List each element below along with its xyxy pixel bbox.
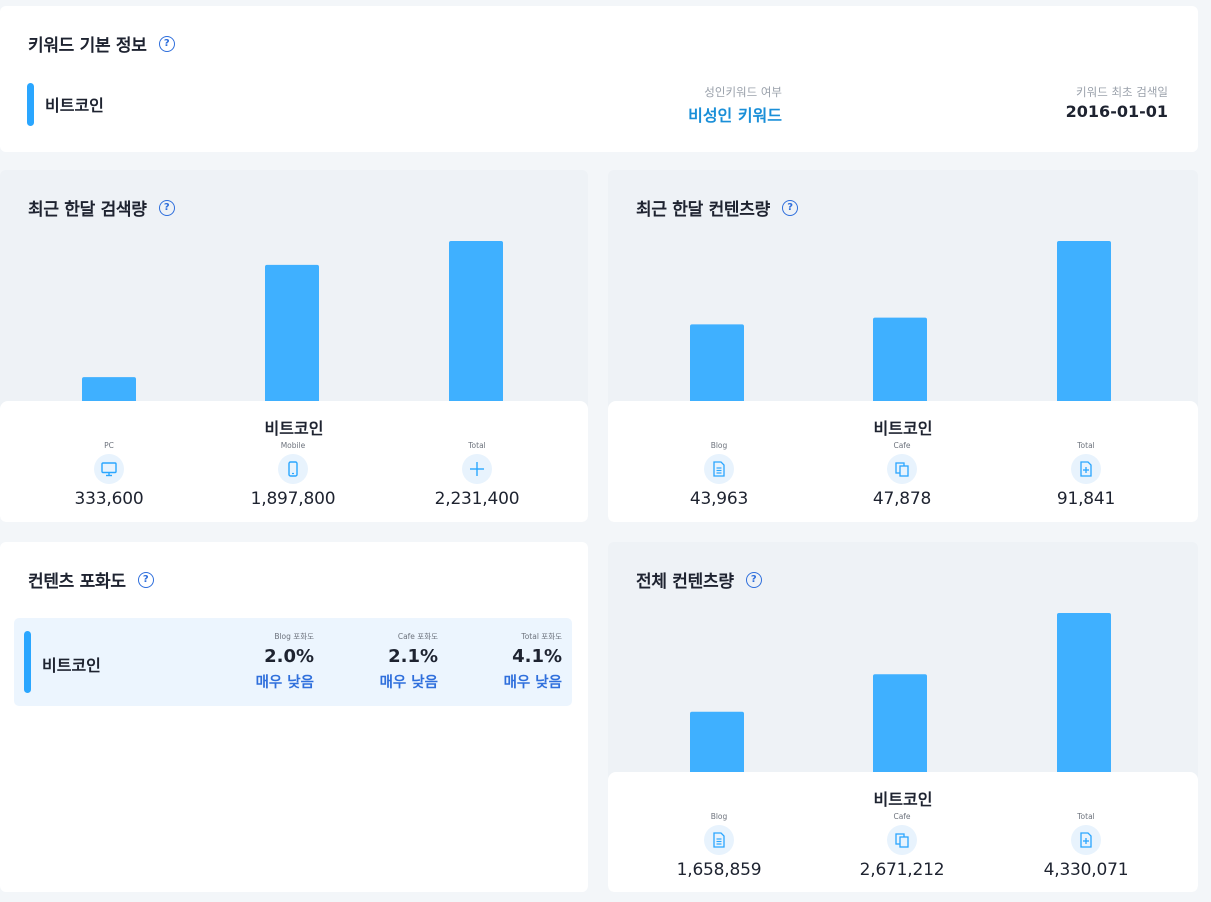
stat-label: PC <box>104 441 114 450</box>
total-content-bar-chart <box>690 613 1111 774</box>
card-title-text: 키워드 기본 정보 <box>28 36 147 56</box>
keyword-name: 비트코인 <box>45 96 104 115</box>
saturation-label: Total 포화도 <box>521 632 562 641</box>
saturation-blog: Blog 포화도 2.0% 매우 낮음 <box>194 631 314 692</box>
help-icon[interactable]: ? <box>745 571 762 588</box>
bar-total <box>1057 241 1111 402</box>
stat-label: Cafe <box>893 812 911 821</box>
stat-blog: Blog 43,963 <box>639 441 799 509</box>
bar-mobile <box>265 264 319 402</box>
saturation-level: 매우 낮음 <box>379 675 438 691</box>
stat-total: Total 4,330,071 <box>1006 812 1166 880</box>
saturation-level: 매우 낮음 <box>255 675 314 691</box>
total-content-stats: 비트코인 Blog 1,658,859 Cafe 2,671,212 Total… <box>608 772 1198 892</box>
bar-blog <box>690 711 744 774</box>
stat-label: Total <box>1077 812 1095 821</box>
bar-cafe <box>873 317 927 402</box>
saturation-label: Blog 포화도 <box>274 632 314 641</box>
stat-blog: Blog 1,658,859 <box>639 812 799 880</box>
bar-blog <box>690 324 744 402</box>
keyword-basic-info-title: 키워드 기본 정보 ? <box>28 31 175 56</box>
adult-keyword-label: 성인키워드 여부 <box>704 85 782 99</box>
plus-icon <box>462 454 492 484</box>
card-title-text: 전체 컨텐츠량 <box>636 572 734 592</box>
monthly-search-chart <box>0 170 588 402</box>
total-content-chart <box>608 542 1198 774</box>
keyword-name: 비트코인 <box>42 656 101 675</box>
saturation-value: 4.1% <box>512 646 562 667</box>
help-icon[interactable]: ? <box>137 571 154 588</box>
stat-cafe: Cafe 2,671,212 <box>822 812 982 880</box>
monthly-content-volume-card: 최근 한달 컨텐츠량 ? 비트코인 Blog 43,963 Cafe 47,87… <box>608 170 1198 522</box>
monthly-search-volume-card: 최근 한달 검색량 ? 비트코인 PC 333,600 Mobile 1,897… <box>0 170 588 522</box>
saturation-row: 비트코인 Blog 포화도 2.0% 매우 낮음 Cafe 포화도 2.1% 매… <box>14 618 572 706</box>
total-content-title: 전체 컨텐츠량 ? <box>636 567 762 592</box>
monthly-content-stats: 비트코인 Blog 43,963 Cafe 47,878 Total 91,84… <box>608 401 1198 522</box>
stat-label: Blog <box>710 441 728 450</box>
monthly-search-stats: 비트코인 PC 333,600 Mobile 1,897,800 Total 2… <box>0 401 588 522</box>
stat-total: Total 91,841 <box>1006 441 1166 509</box>
stats-keyword: 비트코인 <box>264 419 324 438</box>
content-saturation-card: 컨텐츠 포화도 ? 비트코인 Blog 포화도 2.0% 매우 낮음 Cafe … <box>0 542 588 892</box>
saturation-value: 2.0% <box>264 646 314 667</box>
card-title-text: 최근 한달 검색량 <box>28 200 147 220</box>
stat-value: 2,671,212 <box>859 860 945 880</box>
saturation-level: 매우 낮음 <box>503 675 562 691</box>
copy-icon <box>887 825 917 855</box>
stat-mobile: Mobile 1,897,800 <box>213 441 373 509</box>
stat-value: 43,963 <box>689 489 749 509</box>
stat-value: 333,600 <box>74 489 144 509</box>
bar-cafe <box>873 674 927 774</box>
stat-label: Blog <box>710 812 728 821</box>
keyword-accent-bar <box>24 631 31 693</box>
stat-label: Cafe <box>893 441 911 450</box>
keyword-accent-bar <box>27 83 34 126</box>
document-icon <box>704 454 734 484</box>
copy-icon <box>887 454 917 484</box>
stat-value: 47,878 <box>872 489 932 509</box>
total-content-volume-card: 전체 컨텐츠량 ? 비트코인 Blog 1,658,859 Cafe 2,671… <box>608 542 1198 892</box>
stat-value: 1,658,859 <box>676 860 762 880</box>
monthly-search-bar-chart <box>82 241 503 402</box>
help-icon[interactable]: ? <box>158 199 175 216</box>
stat-label: Mobile <box>280 441 306 450</box>
stats-keyword: 비트코인 <box>873 419 933 438</box>
help-icon[interactable]: ? <box>781 199 798 216</box>
document-icon <box>704 825 734 855</box>
file-plus-icon <box>1071 825 1101 855</box>
monitor-icon <box>94 454 124 484</box>
stat-cafe: Cafe 47,878 <box>822 441 982 509</box>
bar-total <box>449 241 503 402</box>
monthly-content-title: 최근 한달 컨텐츠량 ? <box>636 195 798 220</box>
saturation-label: Cafe 포화도 <box>397 632 438 641</box>
stat-label: Total <box>1077 441 1095 450</box>
stat-label: Total <box>468 441 486 450</box>
stat-pc: PC 333,600 <box>29 441 189 509</box>
saturation-value: 2.1% <box>388 646 438 667</box>
content-saturation-title: 컨텐츠 포화도 ? <box>28 567 154 592</box>
bar-total <box>1057 613 1111 774</box>
saturation-cafe: Cafe 포화도 2.1% 매우 낮음 <box>318 631 438 692</box>
adult-keyword-value: 비성인 키워드 <box>688 106 782 125</box>
monthly-search-title: 최근 한달 검색량 ? <box>28 195 175 220</box>
help-icon[interactable]: ? <box>158 35 175 52</box>
stats-keyword: 비트코인 <box>873 790 933 809</box>
stat-value: 4,330,071 <box>1043 860 1129 880</box>
keyword-basic-info-card: 키워드 기본 정보 ? 비트코인 성인키워드 여부 비성인 키워드 키워드 최초… <box>0 6 1198 152</box>
bar-pc <box>82 377 136 402</box>
first-search-date-value: 2016-01-01 <box>1065 102 1168 121</box>
monthly-content-bar-chart <box>690 241 1111 402</box>
card-title-text: 최근 한달 컨텐츠량 <box>636 200 770 220</box>
stat-value: 2,231,400 <box>434 489 520 509</box>
file-plus-icon <box>1071 454 1101 484</box>
card-title-text: 컨텐츠 포화도 <box>28 572 126 592</box>
saturation-total: Total 포화도 4.1% 매우 낮음 <box>442 631 562 692</box>
stat-value: 91,841 <box>1056 489 1116 509</box>
first-search-date-label: 키워드 최초 검색일 <box>1076 85 1168 99</box>
stat-total: Total 2,231,400 <box>397 441 557 509</box>
monthly-content-chart <box>608 170 1198 402</box>
mobile-icon <box>278 454 308 484</box>
stat-value: 1,897,800 <box>250 489 336 509</box>
